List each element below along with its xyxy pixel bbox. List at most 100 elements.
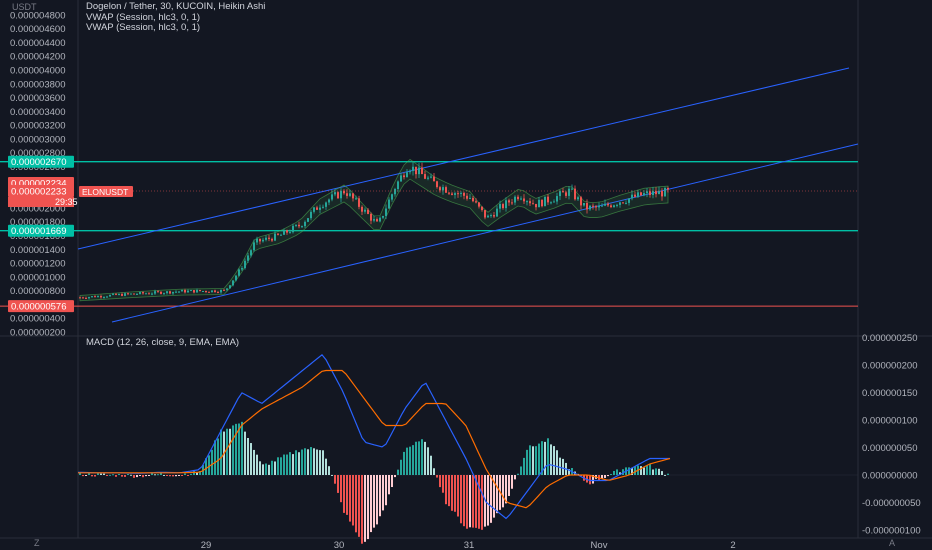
macd-bar	[469, 475, 471, 528]
macd-bar	[412, 445, 414, 475]
macd-bar	[628, 467, 630, 475]
candle-body	[88, 297, 90, 299]
macd-bar	[307, 449, 309, 475]
macd-bar	[280, 457, 282, 475]
candle-body	[589, 205, 591, 210]
macd-bar	[163, 474, 165, 476]
macd-bar	[313, 448, 315, 475]
macd-tick: -0.000000050	[862, 498, 921, 509]
macd-bar	[253, 449, 255, 475]
candle-body	[457, 193, 459, 195]
macd-bar	[352, 475, 354, 526]
macd-bar	[529, 445, 531, 475]
macd-histogram	[79, 421, 669, 544]
candle-body	[562, 191, 564, 193]
timezone-button[interactable]: Z	[34, 538, 40, 548]
macd-tick: 0.000000250	[862, 333, 917, 344]
candle-body	[211, 290, 213, 293]
price-tick: 0.000003800	[10, 79, 65, 90]
macd-bar	[532, 446, 534, 475]
candle-body	[385, 208, 387, 217]
macd-bar	[403, 451, 405, 475]
macd-bar	[517, 473, 519, 475]
macd-bar	[655, 468, 657, 475]
macd-bar	[445, 475, 447, 505]
auto-scale-button[interactable]: A	[889, 538, 896, 548]
candle-body	[319, 207, 321, 210]
candle-body	[226, 288, 228, 290]
candle-body	[328, 199, 330, 203]
candle-body	[595, 206, 597, 208]
candle-body	[448, 192, 450, 194]
candle-body	[496, 208, 498, 217]
macd-bar	[145, 475, 147, 477]
candle-body	[196, 289, 198, 293]
macd-bar	[649, 464, 651, 475]
macd-bar	[226, 428, 228, 475]
candle-body	[511, 202, 513, 204]
macd-bar	[142, 475, 144, 478]
candle-body	[271, 238, 273, 241]
macd-legend[interactable]: MACD (12, 26, close, 9, EMA, EMA)	[86, 337, 240, 348]
candle-body	[484, 210, 486, 218]
macd-bar	[115, 475, 117, 477]
macd-bar	[547, 438, 549, 475]
candle-body	[430, 176, 432, 178]
candle-body	[454, 193, 456, 195]
candle-body	[232, 280, 234, 286]
candle-body	[610, 205, 612, 208]
candle-body	[205, 291, 207, 293]
macd-bar	[340, 475, 342, 503]
time-tick: Nov	[591, 540, 608, 550]
macd-bar	[337, 475, 339, 493]
candle-body	[286, 230, 288, 233]
candle-body	[331, 194, 333, 200]
candle-body	[466, 195, 468, 199]
price-tick: 0.000001000	[10, 272, 65, 283]
macd-bar	[232, 425, 234, 475]
macd-bar	[328, 466, 330, 475]
candle-body	[199, 289, 201, 292]
candle-body	[166, 291, 168, 294]
macd-bar	[385, 475, 387, 506]
candle-body	[481, 206, 483, 211]
symbol-tag-label: ELONUSDT	[82, 187, 128, 197]
candle-body	[397, 181, 399, 190]
macd-bar	[520, 466, 522, 475]
macd-bar	[277, 457, 279, 475]
candle-body	[322, 206, 324, 208]
macd-bar	[610, 473, 612, 475]
candle-body	[193, 290, 195, 293]
candle-body	[565, 192, 567, 196]
candle-body	[634, 194, 636, 197]
price-tick: 0.000002000	[10, 203, 65, 214]
price-badge	[8, 224, 74, 237]
candle-body	[304, 221, 306, 227]
candle-body	[154, 291, 156, 294]
candle-body	[535, 203, 537, 208]
price-tick: 0.000003200	[10, 121, 65, 132]
candle-body	[157, 291, 159, 293]
candle-body	[145, 293, 147, 295]
macd-bar	[355, 475, 357, 533]
price-tick: 0.000004600	[10, 24, 65, 35]
macd-bar	[370, 475, 372, 533]
macd-bar	[457, 475, 459, 517]
candle-body	[439, 187, 441, 191]
macd-bar	[100, 473, 102, 475]
macd-bar	[658, 468, 660, 475]
macd-bar	[367, 475, 369, 540]
candle-body	[553, 201, 555, 203]
signal-line	[78, 369, 671, 509]
macd-bar	[238, 423, 240, 475]
candle-body	[163, 293, 165, 295]
candle-body	[289, 232, 291, 234]
candle-body	[667, 187, 669, 190]
candle-body	[268, 237, 270, 239]
candle-body	[487, 215, 489, 218]
macd-bar	[124, 475, 126, 477]
macd-bar	[109, 474, 111, 476]
candle-body	[637, 192, 639, 197]
